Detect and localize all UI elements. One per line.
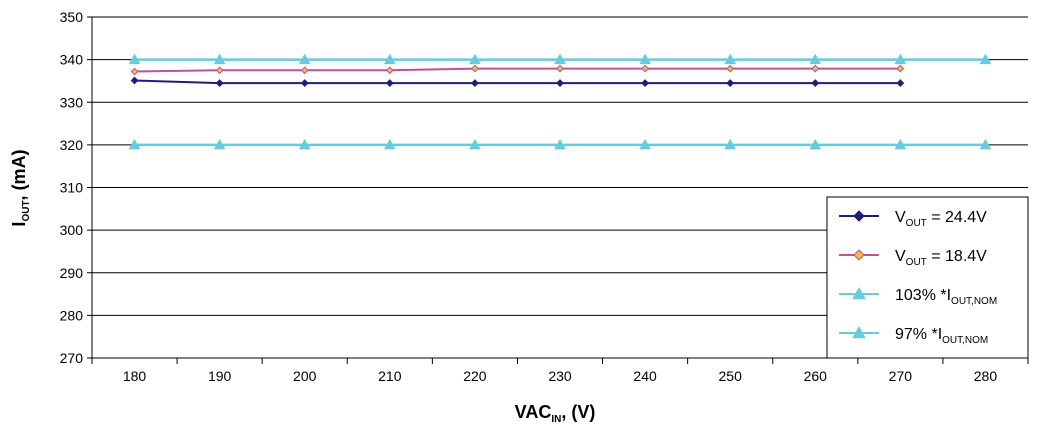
data-point-0 xyxy=(811,79,820,87)
legend-label-text: 103% *I xyxy=(895,287,951,304)
data-point-1 xyxy=(726,64,735,73)
data-point-0 xyxy=(471,79,479,87)
legend-label-subscript: OUT,NOM xyxy=(942,335,988,346)
x-tick-label: 190 xyxy=(208,368,232,384)
series-line-1 xyxy=(134,67,901,73)
data-point-1 xyxy=(641,64,649,73)
series-line-0 xyxy=(134,79,901,85)
data-point-2 xyxy=(298,53,311,65)
legend-label-subscript: OUT xyxy=(906,257,927,268)
x-tick-label: 260 xyxy=(804,368,828,384)
data-point-0 xyxy=(726,79,735,87)
legend-marker-0 xyxy=(853,210,865,222)
data-point-1 xyxy=(385,66,394,75)
data-point-3 xyxy=(809,138,822,150)
data-point-3 xyxy=(298,138,311,150)
legend-label-3: 97% *IOUT,NOM xyxy=(895,326,988,346)
y-tick-label: 350 xyxy=(60,9,84,25)
data-point-1 xyxy=(471,64,479,73)
data-point-3 xyxy=(213,138,226,150)
data-point-1 xyxy=(811,64,820,73)
data-point-2 xyxy=(639,53,651,65)
x-tick-label: 230 xyxy=(548,368,572,384)
y-tick-label: 340 xyxy=(60,52,84,68)
legend-label-subscript: OUT xyxy=(906,218,927,229)
x-tick-label: 210 xyxy=(378,368,402,384)
series-group xyxy=(128,53,992,150)
x-tick-label: 270 xyxy=(889,368,913,384)
legend-label-text: V xyxy=(895,248,906,265)
data-point-2 xyxy=(554,53,566,65)
data-point-1 xyxy=(130,67,139,76)
tick-labels: 270 280 290 300 310 320 330 340 350 180 190 200 210 2… xyxy=(60,9,998,384)
data-point-1 xyxy=(896,64,905,73)
data-point-0 xyxy=(215,79,224,87)
data-point-2 xyxy=(724,53,737,65)
legend-marker-2 xyxy=(852,286,866,300)
data-point-0 xyxy=(130,76,139,85)
y-tick-label: 320 xyxy=(60,137,84,153)
x-tick-label: 280 xyxy=(974,368,998,384)
legend-marker-1 xyxy=(853,249,865,261)
y-tick-label: 330 xyxy=(60,94,84,110)
x-tick-label: 220 xyxy=(463,368,487,384)
data-point-3 xyxy=(469,138,481,150)
legend-label-text: 97% *I xyxy=(895,326,942,343)
x-tick-label: 240 xyxy=(633,368,657,384)
data-point-1 xyxy=(556,64,564,73)
legend-label-text: V xyxy=(895,209,906,226)
data-point-2 xyxy=(128,53,141,65)
y-tick-label: 280 xyxy=(60,307,84,323)
y-tick-label: 270 xyxy=(60,350,84,366)
legend-label-2: 103% *IOUT,NOM xyxy=(895,287,997,307)
x-tick-label: 250 xyxy=(719,368,743,384)
y-axis-title-main: I xyxy=(9,222,29,227)
legend-marker-3 xyxy=(852,325,866,339)
data-point-0 xyxy=(641,79,649,87)
data-point-2 xyxy=(979,53,992,65)
data-point-3 xyxy=(724,138,737,150)
y-axis-title-sub: OUT xyxy=(21,200,32,221)
data-point-3 xyxy=(128,138,141,150)
y-axis-title-tail: , (mA) xyxy=(9,149,29,200)
data-point-2 xyxy=(894,53,907,65)
data-point-0 xyxy=(896,79,905,87)
data-point-3 xyxy=(554,138,566,150)
x-axis-title-main: VAC xyxy=(515,402,552,422)
y-tick-label: 290 xyxy=(60,265,84,281)
x-axis-title: VACIN, (V) xyxy=(515,402,596,425)
legend-label-1: VOUT = 18.4V xyxy=(895,248,987,268)
legend-label-subscript: OUT,NOM xyxy=(951,296,997,307)
legend-label-suffix: = 24.4V xyxy=(927,209,987,226)
data-point-3 xyxy=(383,138,396,150)
x-axis-title-tail: , (V) xyxy=(561,402,595,422)
data-point-0 xyxy=(556,79,564,87)
y-axis-title: IOUT, (mA) xyxy=(9,149,32,226)
data-point-3 xyxy=(894,138,907,150)
data-point-1 xyxy=(215,66,224,75)
y-tick-label: 310 xyxy=(60,180,84,196)
data-point-0 xyxy=(300,79,309,87)
legend-label-0: VOUT = 24.4V xyxy=(895,209,987,229)
data-point-3 xyxy=(979,138,992,150)
data-point-2 xyxy=(809,53,822,65)
data-point-2 xyxy=(469,53,481,65)
data-point-3 xyxy=(639,138,651,150)
data-point-0 xyxy=(385,79,394,87)
y-tick-label: 300 xyxy=(60,222,84,238)
x-tick-label: 200 xyxy=(293,368,317,384)
data-point-1 xyxy=(300,66,309,75)
data-point-2 xyxy=(383,53,396,65)
data-point-2 xyxy=(213,53,226,65)
legend-label-suffix: = 18.4V xyxy=(927,248,987,265)
x-tick-label: 180 xyxy=(123,368,147,384)
x-axis-title-sub: IN xyxy=(551,414,561,425)
